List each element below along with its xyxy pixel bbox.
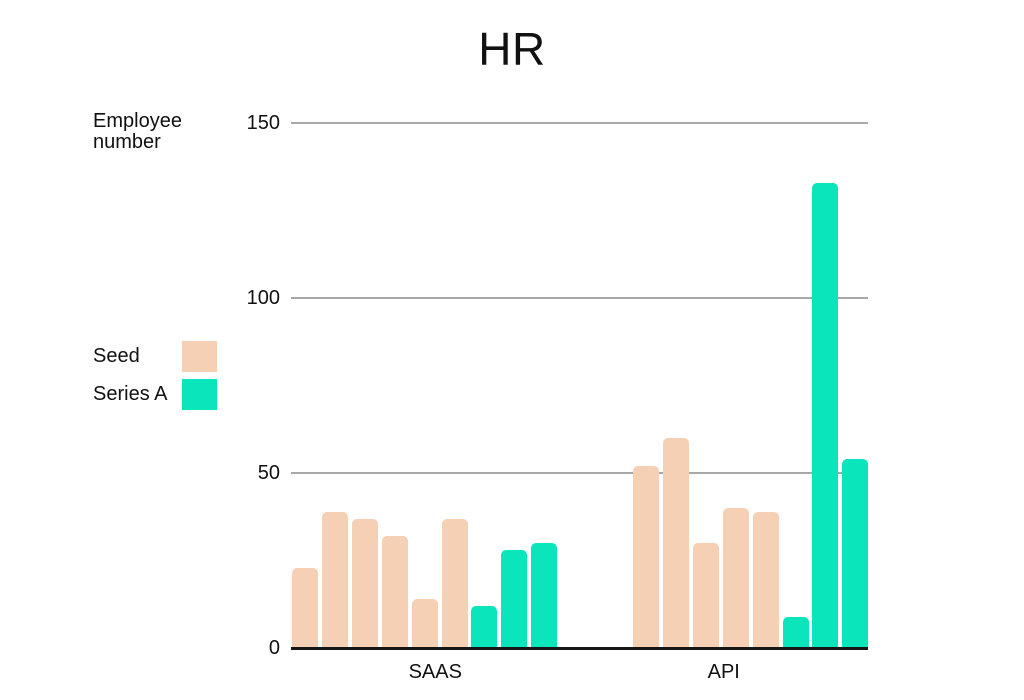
legend-label-seed: Seed bbox=[93, 345, 140, 367]
bar-api-series-a bbox=[812, 182, 839, 648]
y-tick-label-150: 150 bbox=[246, 112, 280, 134]
bar-saas-seed bbox=[351, 518, 378, 648]
legend-swatch-series-a bbox=[182, 379, 217, 410]
bar-saas-seed bbox=[381, 536, 408, 648]
legend: Seed Series A bbox=[93, 341, 233, 417]
bar-saas-seed bbox=[441, 518, 468, 648]
bar-saas-seed bbox=[292, 567, 318, 648]
x-category-label-saas: SAAS bbox=[408, 661, 462, 683]
legend-item-seed: Seed bbox=[93, 341, 233, 372]
gridline-150 bbox=[291, 122, 868, 124]
gridline-100 bbox=[291, 297, 868, 299]
gridline-50 bbox=[291, 472, 868, 474]
legend-swatch-seed bbox=[182, 341, 217, 372]
chart-title: HR bbox=[478, 23, 546, 75]
x-category-label-api: API bbox=[707, 661, 740, 683]
bar-api-seed bbox=[662, 438, 689, 648]
y-tick-label-100: 100 bbox=[246, 287, 280, 309]
bar-api-series-a bbox=[842, 459, 869, 648]
bar-api-series-a bbox=[782, 616, 809, 648]
bar-api-seed bbox=[722, 508, 749, 648]
bar-saas-seed bbox=[411, 599, 438, 648]
bar-saas-series-a bbox=[471, 606, 498, 648]
bar-saas-seed bbox=[321, 511, 348, 648]
y-tick-label-50: 50 bbox=[257, 462, 280, 484]
legend-item-series-a: Series A bbox=[93, 379, 233, 410]
legend-label-series-a: Series A bbox=[93, 383, 168, 405]
bar-saas-series-a bbox=[501, 550, 528, 648]
bar-saas-series-a bbox=[531, 543, 558, 648]
y-tick-label-0: 0 bbox=[268, 637, 280, 659]
bar-api-seed bbox=[752, 511, 779, 648]
bar-api-seed bbox=[633, 466, 659, 648]
bar-api-seed bbox=[692, 543, 719, 648]
y-axis-label: Employee number bbox=[93, 110, 182, 153]
x-axis-line bbox=[291, 647, 868, 650]
